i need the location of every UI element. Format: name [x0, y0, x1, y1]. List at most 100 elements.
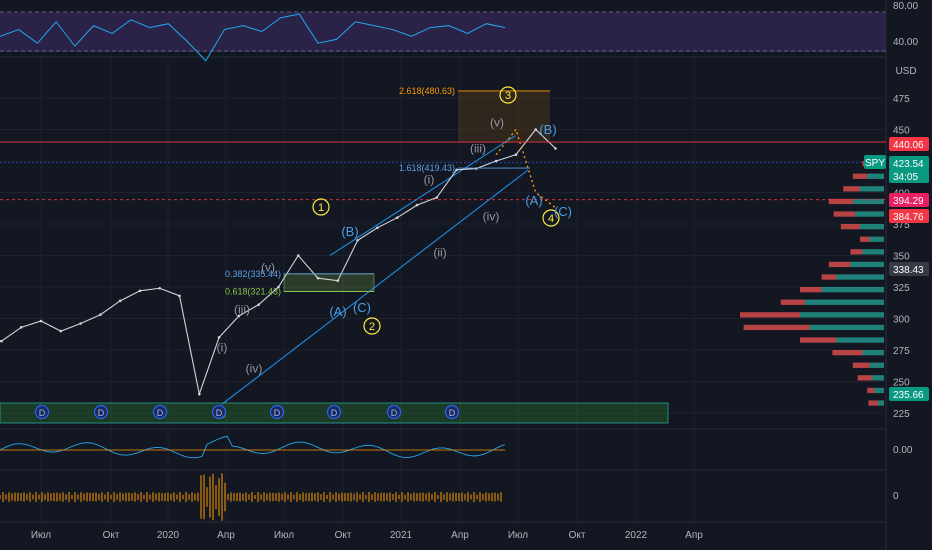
- price-point: [494, 159, 498, 163]
- price-point: [257, 303, 260, 306]
- dividend-badge: [152, 404, 168, 420]
- price-point: [395, 216, 399, 219]
- price-tag: [889, 156, 929, 170]
- fib-level-label: 2.618(480.63): [399, 86, 455, 96]
- time-tick-label: Окт: [569, 530, 586, 541]
- wave-label: 1: [318, 202, 324, 214]
- price-tick-label: 300: [893, 315, 910, 326]
- volume-profile-down-bar: [821, 274, 836, 280]
- volume-profile-up-bar: [804, 299, 884, 305]
- dividend-badge-text: D: [331, 408, 338, 418]
- time-tick-label: Апр: [685, 530, 703, 541]
- time-tick-label: Июл: [274, 530, 294, 541]
- price-point: [435, 196, 439, 199]
- volume-profile-down-bar: [740, 312, 800, 318]
- wave-label: 3: [505, 90, 511, 102]
- osc-line: [0, 435, 506, 459]
- volume-profile-down-bar: [832, 350, 863, 356]
- price-point: [198, 392, 201, 396]
- price-point: [138, 289, 142, 293]
- price-tag-text: 440.06: [893, 140, 924, 151]
- price-point: [415, 203, 419, 207]
- wave-label: (B): [539, 122, 556, 137]
- time-tick-label: Июл: [508, 530, 528, 541]
- symbol-tag: [864, 155, 886, 169]
- price-tag: [889, 137, 929, 151]
- dividend-badge-text: D: [391, 408, 398, 418]
- rsi-indicator: [0, 13, 506, 62]
- price-point: [277, 285, 280, 289]
- price-tag: [889, 169, 929, 183]
- wave-label: (A): [329, 304, 346, 319]
- price-point: [0, 339, 3, 343]
- price-series: [0, 128, 557, 397]
- dividend-badge: [326, 404, 342, 420]
- volume-profile-down-bar: [843, 186, 860, 192]
- volume-profile-down-bar: [860, 236, 870, 242]
- dividend-badge-text: D: [98, 408, 105, 418]
- wave-label: (C): [554, 204, 572, 219]
- dividend-badge: [211, 404, 227, 420]
- fib-level-label: 1.618(419.43): [399, 163, 455, 173]
- dividend-badge-text: D: [39, 408, 46, 418]
- price-point: [534, 128, 537, 131]
- wave-label: (A): [525, 193, 542, 208]
- price-tag: [889, 193, 929, 207]
- price-tick-label: 350: [893, 252, 910, 263]
- volume-profile-down-bar: [867, 387, 875, 394]
- wave-circle: [363, 317, 381, 335]
- currency-label[interactable]: USD: [895, 66, 916, 77]
- volume-profile: [740, 161, 884, 406]
- time-axis[interactable]: Июл Окт 2020 Апр Июл Окт 2021 Апр Июл Окт 2022 Апр: [31, 530, 703, 541]
- macd-oscillator: [0, 435, 506, 459]
- price-point: [79, 322, 82, 325]
- price-tag-text: 34:05: [893, 172, 918, 183]
- wave-label: (C): [353, 300, 371, 315]
- time-tick-label: Апр: [217, 530, 235, 541]
- time-tick-label: Окт: [103, 530, 120, 541]
- fib-zone: [458, 90, 550, 143]
- price-point: [158, 286, 162, 290]
- price-point: [178, 294, 181, 298]
- price-tag-text: 338.43: [893, 265, 924, 276]
- wave-label: (iv): [483, 210, 500, 224]
- wave-circle: [499, 86, 517, 104]
- price-tick-label: 250: [893, 378, 910, 389]
- symbol-tag-text: SPY: [865, 158, 885, 169]
- grid: [0, 58, 886, 522]
- wave-label: (iv): [246, 362, 263, 376]
- volume-profile-up-bar: [860, 186, 884, 192]
- price-point: [514, 153, 518, 156]
- volume-profile-up-bar: [872, 375, 884, 381]
- dividend-badge-text: D: [449, 408, 456, 418]
- fib-level-label: 0.618(321.43): [225, 286, 281, 296]
- volume-profile-up-bar: [869, 362, 884, 368]
- price-tick-label: 450: [893, 126, 910, 137]
- volume-profile-up-bar: [836, 337, 884, 343]
- volume-oscillator: [0, 473, 502, 521]
- bottom-osc-tick: 0: [893, 491, 899, 502]
- dividend-badge: [269, 404, 285, 420]
- price-tag: [889, 209, 929, 223]
- wave-label: (v): [490, 116, 504, 130]
- time-tick-label: 2020: [157, 530, 180, 541]
- price-tick-label: 475: [893, 94, 910, 105]
- fibonacci-levels: 2.618(480.63) 1.618(419.43) 0.382(335.44) 0…: [0, 86, 886, 296]
- volume-profile-down-bar: [868, 400, 878, 406]
- time-tick-label: 2021: [390, 530, 413, 541]
- fib-boxes: [283, 90, 550, 292]
- dividend-badge: [386, 404, 402, 420]
- dividend-badge: [34, 404, 50, 420]
- price-tick-label: 325: [893, 283, 910, 294]
- price-tag: [889, 387, 929, 401]
- volume-profile-up-bar: [867, 173, 884, 179]
- volume-profile-down-bar: [780, 299, 805, 305]
- volume-profile-up-bar: [809, 324, 884, 331]
- volume-profile-up-bar: [862, 249, 884, 255]
- price-tick-label: 225: [893, 409, 910, 420]
- price-point: [39, 319, 43, 323]
- price-tick-label: 275: [893, 346, 910, 357]
- price-point: [316, 276, 320, 280]
- dividend-badge-text: D: [216, 408, 223, 418]
